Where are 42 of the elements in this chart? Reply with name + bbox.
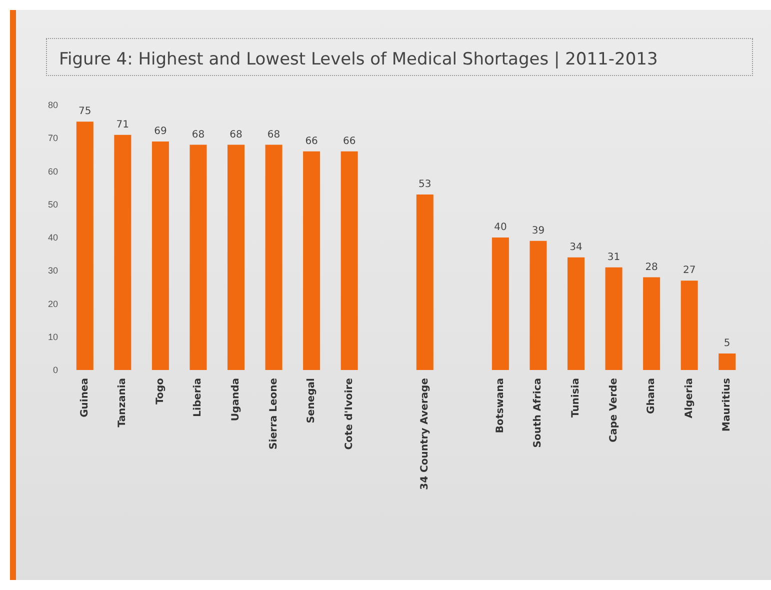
data-label: 68	[267, 129, 280, 140]
x-tick-label: Senegal	[306, 378, 318, 424]
data-label: 66	[342, 136, 356, 147]
data-label: 69	[154, 126, 167, 137]
x-tick-label: Liberia	[192, 378, 204, 417]
x-tick-label: 34 Country Average	[419, 378, 430, 490]
x-tick-label: Cote d'Ivoire	[344, 378, 355, 450]
y-tick-label: 70	[48, 133, 58, 144]
x-tick-label: South Africa	[532, 378, 544, 448]
data-label: 75	[78, 106, 92, 118]
chart-title: Figure 4: Highest and Lowest Levels of Medical Shortages | 2011-2013	[59, 50, 658, 70]
data-label: 5	[724, 338, 730, 349]
y-tick-label: 10	[48, 332, 58, 342]
x-tick-label: Ghana	[646, 378, 658, 414]
x-tick-label: Tunisia	[570, 378, 582, 418]
y-tick-label: 30	[48, 266, 58, 276]
x-tick-label: Uganda	[230, 378, 242, 422]
x-tick-label: Mauritius	[722, 378, 733, 432]
data-label: 39	[532, 225, 545, 236]
x-tick-label: Tanzania	[117, 378, 128, 428]
x-tick-label: Cape Verde	[608, 378, 620, 442]
y-tick-label: 60	[48, 166, 58, 176]
data-label: 66	[305, 136, 318, 147]
y-tick-label: 50	[48, 199, 58, 210]
y-tick-label: 40	[48, 232, 58, 242]
data-label: 40	[494, 222, 507, 233]
data-label: 71	[116, 119, 130, 130]
data-label: 27	[682, 265, 696, 276]
x-tick-label: Togo	[154, 378, 166, 404]
x-tick-label: Algeria	[684, 378, 695, 418]
x-tick-label: Sierra Leone	[268, 378, 280, 450]
data-label: 31	[607, 252, 620, 263]
x-tick-label: Botswana	[494, 378, 506, 434]
data-label: 28	[645, 262, 658, 273]
data-label: 53	[418, 178, 432, 190]
y-tick-label: 0	[52, 365, 58, 375]
y-tick-label: 20	[48, 298, 58, 309]
y-tick-label: 80	[48, 100, 58, 110]
data-label: 34	[570, 242, 582, 253]
data-label: 68	[230, 129, 242, 140]
x-tick-label: Guinea	[79, 378, 90, 418]
data-label: 68	[192, 129, 205, 140]
